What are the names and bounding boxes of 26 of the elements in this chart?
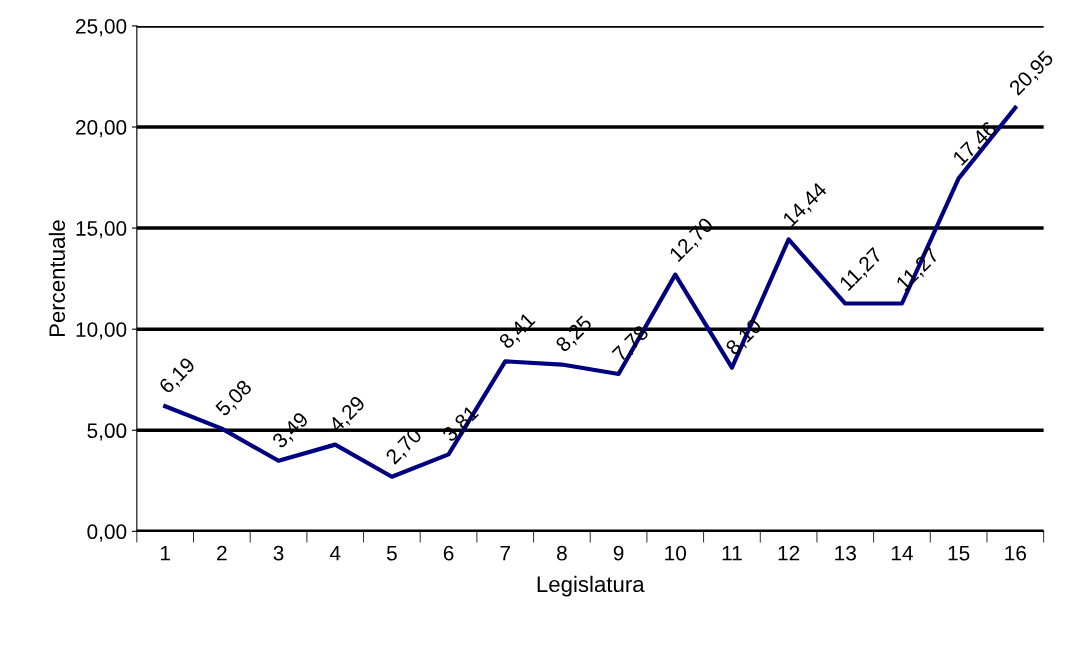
- x-tick-label: 6: [443, 545, 454, 561]
- data-label: 6,19: [158, 356, 198, 396]
- data-label: 4,29: [327, 394, 368, 435]
- x-tick-label: 16: [1005, 545, 1026, 561]
- x-axis-title: Legislatura: [537, 575, 645, 597]
- x-tick-label: 12: [778, 545, 800, 561]
- x-tick-label: 10: [665, 545, 687, 561]
- x-tick-label: 5: [386, 546, 397, 561]
- x-tick-label: 4: [329, 546, 341, 561]
- y-tick-label: 15,00: [76, 221, 127, 239]
- x-tick-label: 8: [557, 545, 567, 561]
- y-tick-label: 0,00: [87, 524, 127, 542]
- x-tick-label: 15: [948, 546, 970, 561]
- x-tick-label: 2: [217, 545, 227, 561]
- y-axis-title: Percentuale: [48, 220, 66, 337]
- x-tick-label: 14: [891, 546, 913, 561]
- y-tick-label: 25,00: [76, 18, 127, 37]
- x-tick-label: 3: [273, 545, 284, 561]
- x-tick-label: 11: [722, 546, 742, 561]
- x-tick-label: 9: [613, 545, 624, 561]
- y-tick-label: 20,00: [76, 120, 127, 138]
- y-tick-label: 5,00: [87, 423, 127, 441]
- x-tick-label: 13: [835, 545, 856, 561]
- x-tick-label: 1: [160, 546, 170, 561]
- y-tick-label: 10,00: [76, 322, 127, 340]
- x-tick-label: 7: [500, 546, 510, 561]
